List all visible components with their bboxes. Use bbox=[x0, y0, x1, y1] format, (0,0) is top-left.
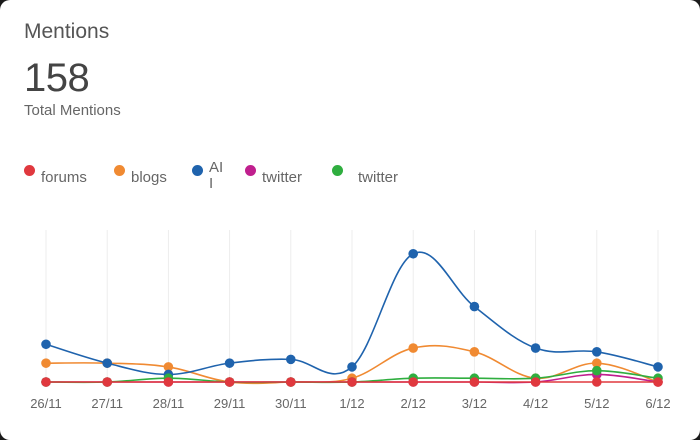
mentions-line-chart: 26/11 27/11 28/11 29/11 30/11 1/12 2/12 3/12 4/1… bbox=[30, 230, 671, 411]
legend-dot-twitter-1 bbox=[245, 165, 256, 176]
data-point-AII-26/11[interactable] bbox=[41, 339, 51, 350]
data-point-AII-5/12[interactable] bbox=[592, 347, 602, 357]
series-forums-0 bbox=[41, 377, 663, 387]
series-line-blogs bbox=[45, 344, 659, 385]
data-point-twitter-5/12[interactable] bbox=[592, 365, 602, 376]
total-mentions-value: 158 bbox=[24, 56, 90, 100]
legend-label-twitter-2: twitter bbox=[358, 169, 399, 186]
data-point-AII-2/12[interactable] bbox=[408, 248, 419, 259]
x-tick-label: 3/12 bbox=[462, 396, 487, 411]
data-point-blogs-26/11[interactable] bbox=[41, 358, 51, 368]
x-tick-label: 27/11 bbox=[91, 396, 123, 411]
legend-dot-forums bbox=[24, 165, 35, 176]
data-point-AII-30/11[interactable] bbox=[286, 354, 296, 365]
data-point-AII-27/11[interactable] bbox=[102, 358, 112, 368]
data-point-blogs-2/12[interactable] bbox=[408, 343, 419, 353]
x-tick-label: 30/11 bbox=[275, 396, 307, 411]
x-tick-label: 4/12 bbox=[523, 396, 548, 411]
data-point-forums-3/12[interactable] bbox=[469, 377, 480, 387]
data-point-AII-4/12[interactable] bbox=[530, 343, 541, 353]
data-point-AII-29/11[interactable] bbox=[224, 358, 235, 368]
x-axis-ticks: 26/11 27/11 28/11 29/11 30/11 1/12 2/12 3/12 4/1… bbox=[30, 396, 670, 411]
x-tick-label: 2/12 bbox=[401, 396, 426, 411]
data-point-forums-30/11[interactable] bbox=[286, 377, 296, 387]
data-point-forums-26/11[interactable] bbox=[41, 377, 51, 387]
series-line-AII bbox=[45, 251, 659, 376]
legend-dot-all bbox=[192, 165, 203, 176]
x-tick-label: 26/11 bbox=[30, 396, 62, 411]
legend-label-forums: forums bbox=[41, 169, 87, 186]
data-point-forums-28/11[interactable] bbox=[163, 377, 174, 387]
series-AII-2 bbox=[41, 248, 663, 380]
x-tick-label: 5/12 bbox=[584, 396, 609, 411]
x-tick-label: 1/12 bbox=[339, 396, 364, 411]
x-tick-label: 29/11 bbox=[214, 396, 246, 411]
x-tick-label: 6/12 bbox=[645, 396, 670, 411]
data-point-AII-1/12[interactable] bbox=[347, 362, 357, 372]
data-point-forums-5/12[interactable] bbox=[592, 377, 602, 387]
data-point-AII-6/12[interactable] bbox=[653, 362, 663, 372]
data-point-forums-1/12[interactable] bbox=[347, 377, 357, 387]
card-title: Mentions bbox=[24, 20, 110, 43]
data-point-blogs-3/12[interactable] bbox=[469, 347, 480, 357]
legend-label-blogs: blogs bbox=[131, 169, 167, 186]
data-point-forums-4/12[interactable] bbox=[530, 377, 541, 387]
data-point-forums-2/12[interactable] bbox=[408, 377, 419, 387]
legend-label-twitter-1: twitter bbox=[262, 169, 303, 186]
data-point-blogs-5/12[interactable] bbox=[592, 358, 602, 368]
data-point-forums-6/12[interactable] bbox=[653, 377, 663, 387]
total-mentions-label: Total Mentions bbox=[24, 102, 121, 119]
chart-gridlines bbox=[45, 230, 659, 382]
legend-dot-blogs bbox=[114, 165, 125, 176]
data-point-blogs-28/11[interactable] bbox=[163, 362, 174, 372]
legend-dot-twitter-2 bbox=[332, 165, 343, 176]
legend-label-all: AII bbox=[209, 159, 224, 192]
x-tick-label: 28/11 bbox=[153, 396, 185, 411]
data-point-forums-29/11[interactable] bbox=[224, 377, 235, 387]
data-point-AII-3/12[interactable] bbox=[469, 301, 480, 312]
data-point-forums-27/11[interactable] bbox=[102, 377, 112, 387]
chart-legend: forums blogs AII twitter twitter bbox=[0, 158, 700, 198]
